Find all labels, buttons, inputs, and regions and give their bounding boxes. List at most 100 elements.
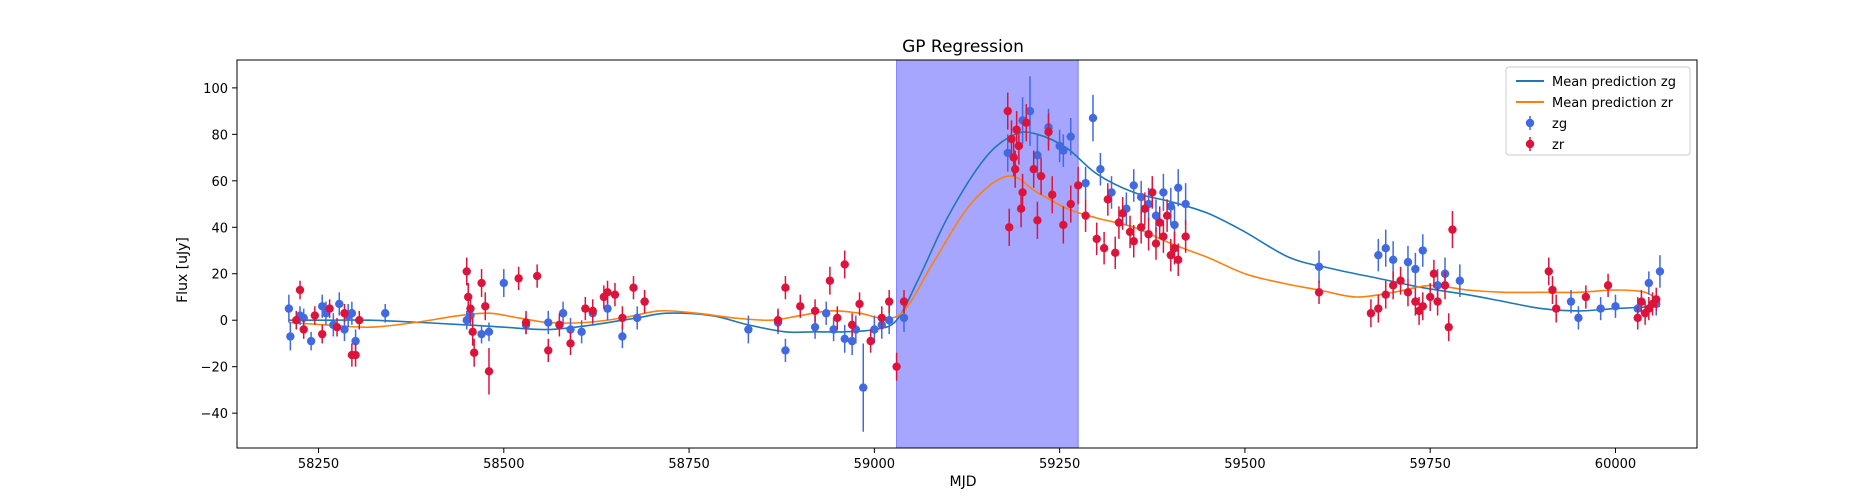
data-point-zr bbox=[1118, 209, 1127, 218]
data-point-zg bbox=[781, 346, 790, 355]
data-point-zr bbox=[1411, 297, 1420, 306]
data-point-zr bbox=[1429, 269, 1439, 278]
data-point-zg bbox=[1596, 304, 1605, 313]
data-point-zr bbox=[1448, 225, 1457, 234]
data-point-zg bbox=[1170, 220, 1179, 230]
data-point-zg bbox=[744, 325, 753, 334]
data-point-zg bbox=[1081, 178, 1090, 188]
chart-title: GP Regression bbox=[902, 37, 1024, 57]
data-point-zr bbox=[1440, 281, 1450, 290]
data-point-zr bbox=[899, 297, 909, 306]
x-tick-label: 60000 bbox=[1595, 457, 1636, 472]
data-point-zg bbox=[603, 304, 612, 313]
data-point-zr bbox=[810, 306, 820, 316]
data-point-zr bbox=[1073, 181, 1083, 190]
data-point-zg bbox=[340, 325, 349, 334]
y-tick-label: 80 bbox=[211, 128, 228, 143]
x-tick-label: 59500 bbox=[1224, 457, 1265, 472]
data-point-zr bbox=[1170, 243, 1179, 253]
y-tick-label: −40 bbox=[201, 407, 228, 422]
data-point-zr bbox=[825, 276, 835, 285]
y-tick-label: −20 bbox=[201, 361, 228, 376]
data-point-zg bbox=[566, 325, 575, 334]
data-point-zr bbox=[481, 302, 490, 311]
data-point-zg bbox=[1403, 257, 1413, 267]
data-point-zr bbox=[877, 313, 886, 323]
data-point-zr bbox=[1009, 153, 1018, 162]
x-axis: 58250 58500 58750 59000 59250 59500 59750 60000 bbox=[298, 448, 1636, 472]
data-point-zr bbox=[1014, 141, 1024, 151]
data-point-zr bbox=[310, 311, 320, 320]
data-point-zg bbox=[870, 325, 879, 334]
data-point-zr bbox=[544, 346, 553, 355]
data-point-zr bbox=[325, 304, 334, 313]
data-point-zr bbox=[1059, 220, 1068, 230]
data-point-zg bbox=[899, 313, 909, 323]
data-point-zr bbox=[1652, 295, 1661, 304]
legend-label: Mean prediction zg bbox=[1552, 75, 1676, 90]
data-point-zg bbox=[286, 332, 295, 341]
data-point-zg bbox=[1574, 313, 1583, 323]
data-point-zg bbox=[1003, 148, 1012, 158]
data-point-zg bbox=[1166, 202, 1176, 211]
data-point-zr bbox=[466, 304, 475, 313]
data-point-zr bbox=[1029, 164, 1038, 174]
y-tick-label: 60 bbox=[211, 175, 228, 190]
data-point-zr bbox=[588, 306, 597, 316]
data-point-zr bbox=[1581, 292, 1591, 302]
data-point-zr bbox=[1444, 322, 1453, 332]
data-point-zr bbox=[796, 302, 805, 311]
data-point-zr bbox=[640, 297, 649, 306]
y-tick-label: 100 bbox=[203, 82, 228, 97]
data-point-zg bbox=[484, 327, 494, 337]
data-point-zg bbox=[847, 336, 857, 346]
data-point-zg bbox=[1455, 276, 1465, 285]
data-point-zr bbox=[866, 336, 875, 346]
data-point-zr bbox=[1425, 292, 1435, 302]
legend-marker-swatch bbox=[1525, 139, 1535, 149]
data-point-zr bbox=[833, 313, 842, 323]
data-point-zr bbox=[1366, 309, 1376, 318]
data-point-zg bbox=[840, 334, 849, 344]
data-point-zr bbox=[855, 299, 864, 309]
legend-label: zr bbox=[1552, 138, 1565, 153]
y-tick-label: 20 bbox=[211, 268, 228, 283]
data-point-zr bbox=[1181, 232, 1190, 241]
data-point-zg bbox=[1418, 246, 1427, 255]
legend-box bbox=[1505, 66, 1691, 156]
x-axis-label: MJD bbox=[950, 474, 977, 490]
data-point-zr bbox=[840, 260, 849, 269]
data-point-zr bbox=[1022, 118, 1031, 127]
x-tick-label: 59750 bbox=[1410, 457, 1451, 472]
data-point-zr bbox=[1114, 218, 1124, 227]
data-point-zg bbox=[335, 299, 344, 309]
data-point-zr bbox=[1396, 276, 1405, 285]
data-point-zg bbox=[544, 318, 553, 327]
data-point-zr bbox=[462, 267, 471, 276]
data-point-zg bbox=[829, 325, 838, 334]
data-point-zr bbox=[477, 278, 486, 288]
data-point-zr bbox=[469, 348, 479, 357]
data-point-zr bbox=[773, 316, 783, 325]
data-point-zg bbox=[821, 309, 831, 318]
data-point-zr bbox=[1551, 304, 1561, 313]
legend-label: zg bbox=[1552, 117, 1567, 132]
series-zr bbox=[292, 92, 1661, 395]
data-point-zg bbox=[1388, 255, 1398, 265]
data-point-zr bbox=[610, 290, 620, 299]
data-point-zr bbox=[1151, 239, 1161, 248]
data-point-zr bbox=[1159, 232, 1168, 241]
data-point-zg bbox=[1611, 302, 1620, 311]
data-point-zg bbox=[1566, 297, 1576, 306]
data-point-zr bbox=[1033, 216, 1042, 225]
data-point-zr bbox=[295, 285, 305, 295]
y-tick-label: 40 bbox=[211, 221, 228, 236]
y-axis-label: Flux [uJy] bbox=[175, 237, 191, 303]
data-point-zg bbox=[1181, 199, 1190, 209]
data-point-zg bbox=[884, 316, 894, 325]
data-point-zr bbox=[1016, 204, 1026, 213]
data-point-zr bbox=[1544, 267, 1553, 276]
data-point-zr bbox=[468, 327, 477, 337]
data-point-zr bbox=[1155, 218, 1164, 227]
